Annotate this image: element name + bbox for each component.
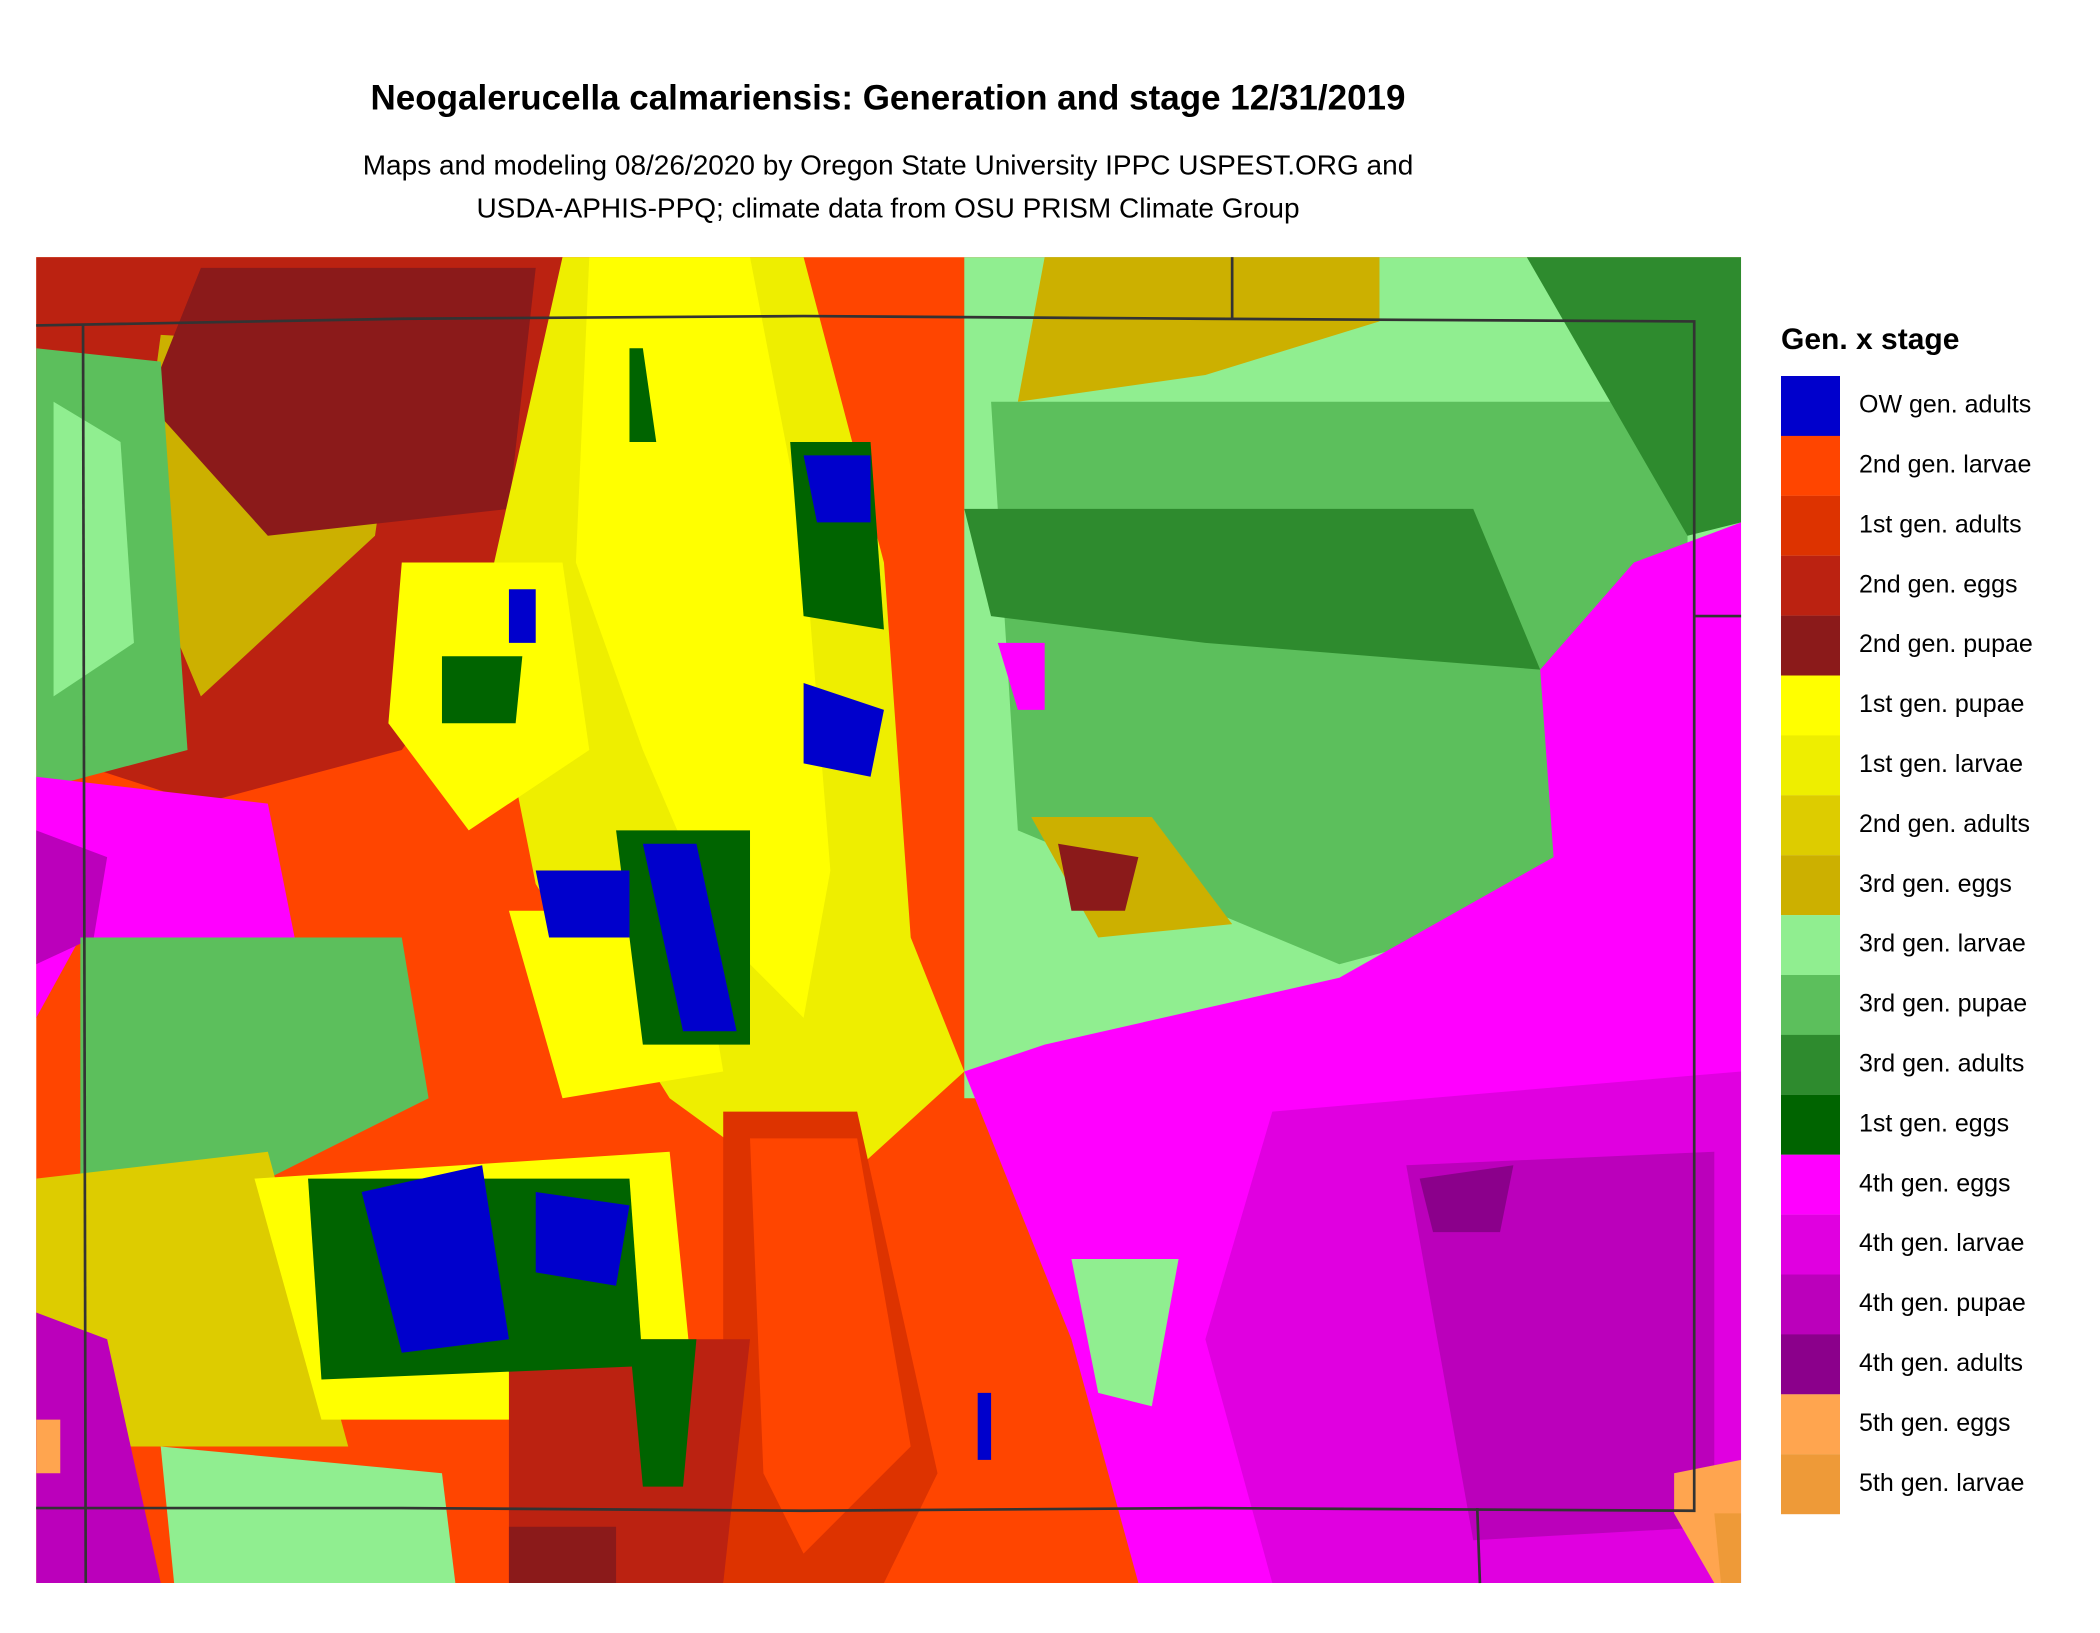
map-region <box>1419 1165 1514 1233</box>
legend-label: 1st gen. larvae <box>1859 750 2023 778</box>
legend-swatch <box>1781 555 1840 616</box>
map-region <box>441 656 523 724</box>
map-region <box>361 1165 509 1353</box>
map-region <box>36 776 295 1018</box>
legend-label: 2nd gen. pupae <box>1859 630 2033 658</box>
map-region <box>1406 1151 1715 1541</box>
state-border <box>36 314 1696 1513</box>
state-border <box>1475 1508 1482 1584</box>
map-region <box>964 508 1541 670</box>
map-region <box>36 830 108 965</box>
legend-label: OW gen. adults <box>1859 391 2031 419</box>
legend-label: 3rd gen. larvae <box>1859 930 2026 958</box>
legend-label: 2nd gen. adults <box>1859 810 2030 838</box>
legend-swatch <box>1781 1394 1840 1455</box>
legend-label: 1st gen. adults <box>1859 510 2022 538</box>
legend-swatch <box>1781 975 1840 1035</box>
map-region <box>750 1138 911 1554</box>
legend-swatch <box>1781 615 1840 676</box>
legend-swatch <box>1781 675 1840 736</box>
state-borders <box>36 257 1742 1584</box>
map-region <box>80 937 429 1206</box>
map-region <box>535 1191 630 1286</box>
map-subtitle: Maps and modeling 08/26/2020 by Oregon S… <box>363 149 1414 180</box>
map-region <box>508 1526 617 1584</box>
legend-label: 1st gen. pupae <box>1859 690 2024 718</box>
map-title: Neogalerucella calmariensis: Generation … <box>371 78 1406 117</box>
map-region <box>629 348 657 442</box>
map-region <box>535 870 630 938</box>
legend-label: 4th gen. eggs <box>1859 1169 2011 1197</box>
legend-swatch <box>1781 1094 1840 1155</box>
legend-label: 4th gen. pupae <box>1859 1289 2026 1317</box>
legend-label: 3rd gen. pupae <box>1859 990 2027 1018</box>
legend-swatch <box>1781 1334 1840 1395</box>
legend-swatch <box>1781 855 1840 916</box>
legend-swatch <box>1781 1214 1840 1275</box>
legend-title: Gen. x stage <box>1781 323 1959 356</box>
legend-label: 3rd gen. eggs <box>1859 870 2012 898</box>
legend-swatch <box>1781 376 1840 436</box>
legend-label: 4th gen. larvae <box>1859 1229 2024 1257</box>
legend-label: 5th gen. eggs <box>1859 1409 2011 1437</box>
map-region <box>575 257 831 1018</box>
map <box>36 257 1742 1584</box>
map-region <box>803 683 884 777</box>
legend: OW gen. adults 2nd gen. larvae 1st gen. ad… <box>1781 376 2033 1515</box>
map-region <box>1714 1513 1742 1584</box>
map-region <box>36 1312 161 1584</box>
legend-label: 3rd gen. adults <box>1859 1050 2024 1078</box>
map-region <box>147 267 536 536</box>
map-region <box>997 642 1045 710</box>
legend-label: 2nd gen. larvae <box>1859 451 2031 479</box>
map-region <box>1058 843 1139 911</box>
map-region <box>36 1419 61 1474</box>
map-region <box>508 589 536 643</box>
legend-label: 4th gen. adults <box>1859 1349 2023 1377</box>
legend-swatch <box>1781 1454 1840 1515</box>
map-region <box>53 401 134 697</box>
map-region <box>160 1446 456 1584</box>
legend-label: 1st gen. eggs <box>1859 1109 2009 1137</box>
map-region <box>642 843 737 1032</box>
map-region <box>1071 1258 1179 1407</box>
map-region <box>977 1392 992 1460</box>
legend-swatch <box>1781 795 1840 856</box>
legend-swatch <box>1781 495 1840 556</box>
legend-swatch <box>1781 915 1840 976</box>
map-subtitle: USDA-APHIS-PPQ; climate data from OSU PR… <box>476 192 1299 223</box>
legend-swatch <box>1781 1154 1840 1215</box>
legend-swatch <box>1781 435 1840 496</box>
map-region <box>803 455 871 523</box>
legend-label: 2nd gen. eggs <box>1859 570 2017 598</box>
legend-swatch <box>1781 735 1840 796</box>
map-region <box>1526 257 1742 536</box>
legend-swatch <box>1781 1274 1840 1335</box>
map-region <box>629 1339 697 1487</box>
map-region <box>1017 257 1380 402</box>
state-border <box>81 325 88 1584</box>
legend-label: 5th gen. larvae <box>1859 1469 2024 1497</box>
legend-swatch <box>1781 1034 1840 1095</box>
